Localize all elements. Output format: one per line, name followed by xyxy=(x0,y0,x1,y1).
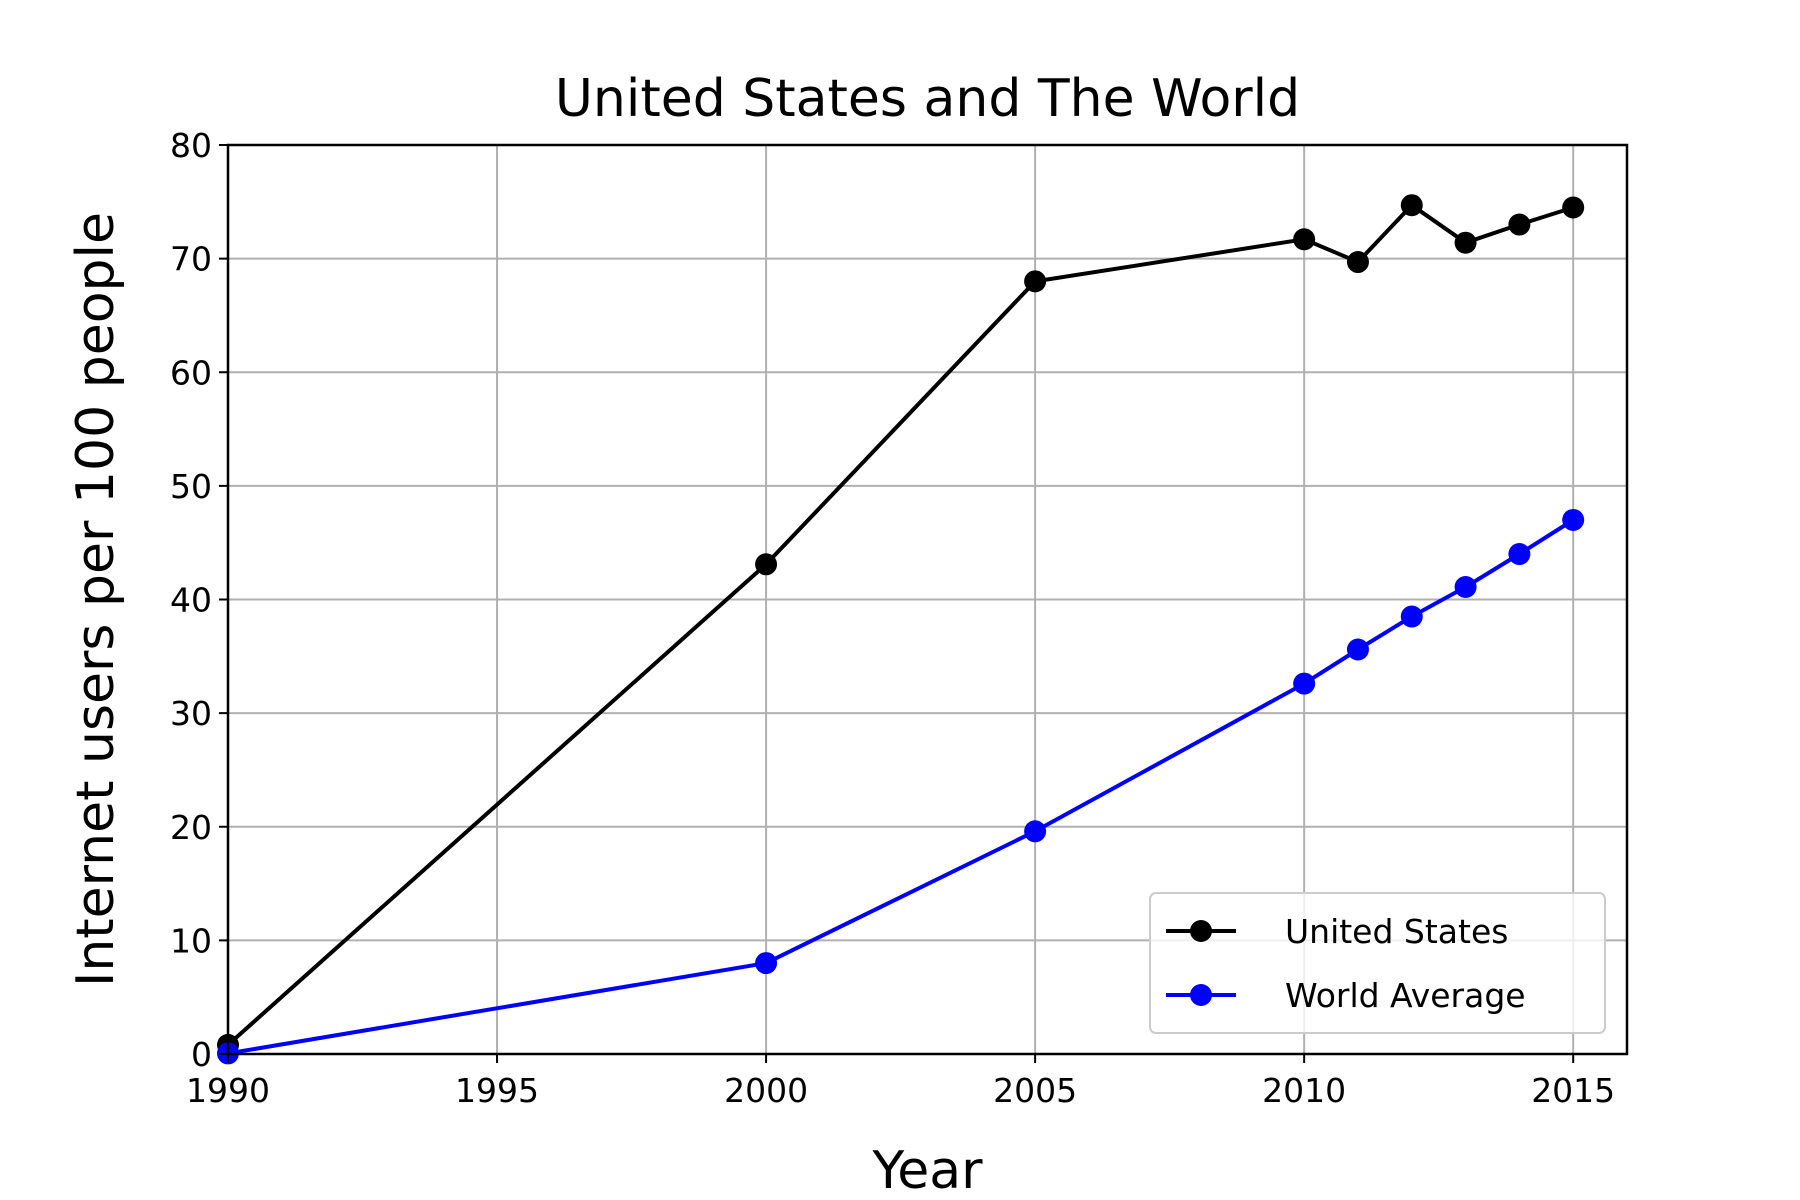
x-tick-label: 2000 xyxy=(724,1071,808,1110)
legend-marker xyxy=(1190,920,1212,942)
data-point xyxy=(1562,196,1585,219)
grid xyxy=(227,144,1627,1055)
y-axis-label: Internet users per 100 people xyxy=(66,212,126,987)
chart-title: United States and The World xyxy=(555,69,1300,129)
legend: United States World Average xyxy=(1149,892,1606,1034)
x-tick-label: 2005 xyxy=(993,1071,1077,1110)
x-tick-label: 2010 xyxy=(1262,1071,1346,1110)
y-tick-label: 80 xyxy=(170,126,212,165)
legend-items: United States World Average xyxy=(1166,912,1526,1015)
y-tick-label: 70 xyxy=(170,240,212,279)
data-point xyxy=(1508,213,1531,236)
x-tick-label: 1995 xyxy=(455,1071,539,1110)
data-point xyxy=(1400,605,1423,628)
data-point xyxy=(1024,270,1047,293)
y-tick-label: 40 xyxy=(170,581,212,620)
y-tick-label: 20 xyxy=(170,808,212,847)
data-point xyxy=(755,553,778,576)
y-tick-label: 0 xyxy=(191,1035,212,1074)
data-point xyxy=(1346,638,1369,661)
data-point xyxy=(1024,820,1047,843)
data-point xyxy=(1454,576,1477,599)
y-tick-label: 60 xyxy=(170,353,212,392)
data-point xyxy=(1346,251,1369,274)
data-point xyxy=(1508,543,1531,566)
series-layer xyxy=(217,194,1585,1065)
data-point xyxy=(755,952,778,975)
x-axis-label: Year xyxy=(871,1141,983,1200)
axis-ticks: 1990 1995 2000 2005 2010 2015 0 10 20 30 40 50 60 70 8… xyxy=(170,126,1615,1110)
data-point xyxy=(1400,194,1423,217)
data-point xyxy=(1562,508,1585,531)
y-tick-label: 10 xyxy=(170,921,212,960)
y-tick-label: 50 xyxy=(170,467,212,506)
legend-box xyxy=(1149,892,1606,1034)
legend-marker xyxy=(1190,984,1212,1006)
x-tick-label: 1990 xyxy=(186,1071,270,1110)
y-tick-label: 30 xyxy=(170,694,212,733)
data-point xyxy=(1293,228,1316,251)
data-point xyxy=(1293,672,1316,695)
legend-label: United States xyxy=(1285,912,1508,951)
data-point xyxy=(1454,231,1477,254)
legend-label: World Average xyxy=(1285,976,1526,1015)
x-tick-label: 2015 xyxy=(1531,1071,1615,1110)
